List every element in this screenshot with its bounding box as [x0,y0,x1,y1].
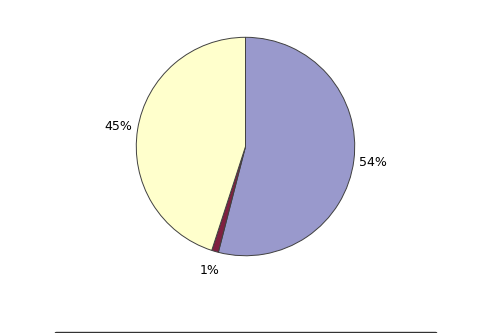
Wedge shape [218,37,355,256]
Wedge shape [212,147,246,252]
Text: 45%: 45% [104,120,132,133]
Wedge shape [136,37,246,250]
Text: 54%: 54% [359,156,387,169]
Text: 1%: 1% [200,264,219,277]
Legend: Wages & Salaries, Employee Benefits, Operating Expenses: Wages & Salaries, Employee Benefits, Ope… [54,332,437,333]
